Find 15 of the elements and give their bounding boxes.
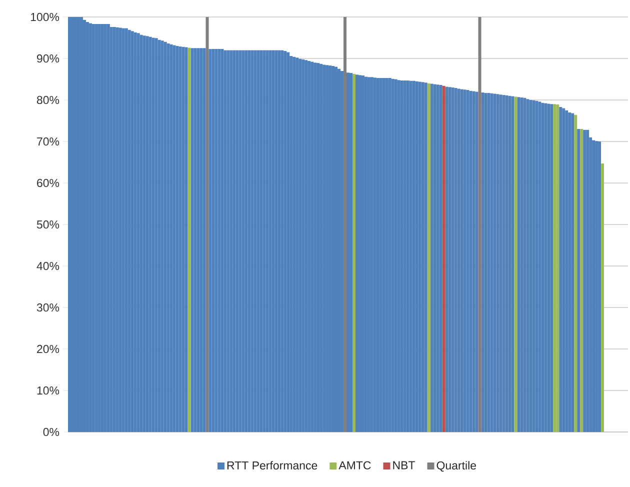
- y-tick-label: 20%: [37, 344, 60, 354]
- y-tick-label: 30%: [36, 303, 60, 312]
- y-tick-label: 70%: [37, 137, 60, 146]
- y-tick-label: 90%: [36, 54, 60, 63]
- y-tick-label: 10%: [37, 386, 60, 395]
- y-tick-label: 40%: [36, 262, 60, 270]
- legend-label: AMTC: [338, 461, 371, 470]
- y-tick-label: 80%: [36, 96, 60, 104]
- y-tick-label: 50%: [36, 220, 60, 229]
- legend-label: RTT Performance: [227, 461, 318, 470]
- y-tick-label: 100%: [30, 12, 60, 22]
- legend-label: NBT: [393, 461, 415, 470]
- y-tick-label: 60%: [37, 178, 60, 188]
- legend-label: Quartile: [436, 461, 476, 472]
- y-tick-label: 0%: [43, 428, 60, 436]
